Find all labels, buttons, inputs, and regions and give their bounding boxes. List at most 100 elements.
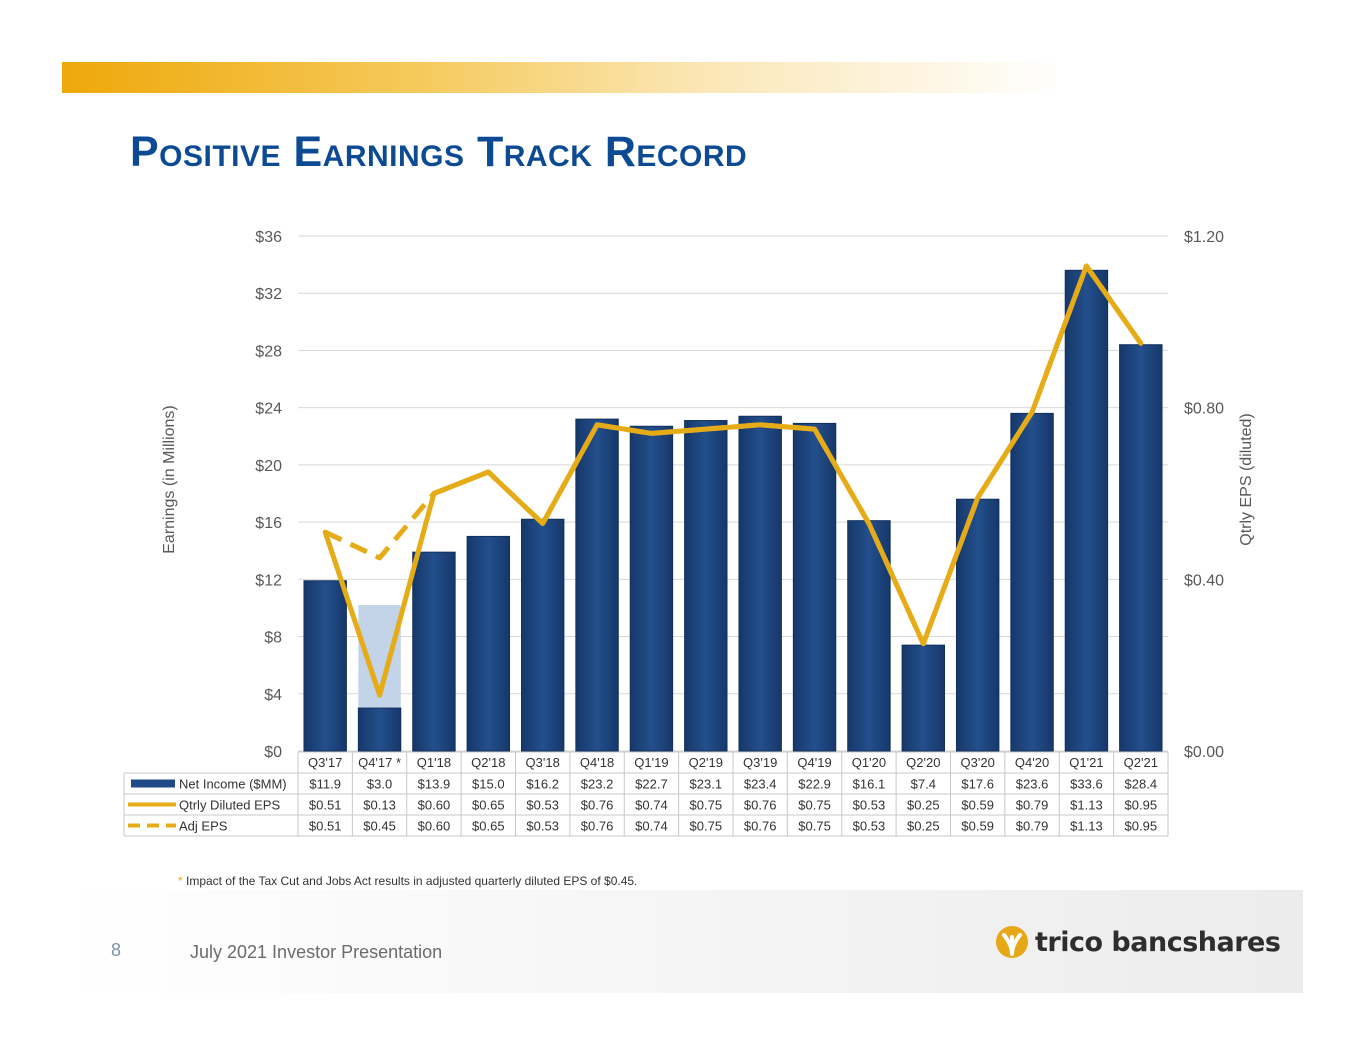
table-value: $0.75 [798, 819, 831, 834]
category-label: Q3'18 [526, 755, 560, 770]
table-value: $23.1 [690, 777, 723, 792]
left-axis-tick-label: $24 [255, 401, 282, 418]
series-name: Qtrly Diluted EPS [179, 798, 280, 813]
table-value: $0.75 [798, 798, 831, 813]
page-number: 8 [111, 940, 122, 960]
left-axis-tick-label: $4 [264, 687, 282, 704]
table-value: $0.95 [1125, 819, 1158, 834]
category-label: Q2'18 [471, 755, 505, 770]
right-axis-title: Qtrly EPS (diluted) [1238, 413, 1255, 545]
table-value: $13.9 [418, 777, 451, 792]
category-label: Q1'20 [852, 755, 886, 770]
series-name: Net Income ($MM) [179, 777, 287, 792]
company-logo: trico bancshares [995, 924, 1281, 960]
table-value: $0.76 [744, 819, 777, 834]
table-value: $22.7 [635, 777, 668, 792]
category-label: Q1'19 [634, 755, 668, 770]
table-value: $0.53 [526, 798, 559, 813]
table-value: $23.6 [1016, 777, 1049, 792]
logo-mark-icon [996, 926, 1028, 958]
table-value: $1.13 [1070, 819, 1103, 834]
series-name: Adj EPS [179, 819, 228, 834]
table-value: $0.45 [363, 819, 396, 834]
table-value: $15.0 [472, 777, 505, 792]
category-label: Q4'20 [1015, 755, 1049, 770]
category-label: Q2'20 [906, 755, 940, 770]
net-income-bar [357, 707, 402, 752]
table-value: $22.9 [798, 777, 831, 792]
table-value: $17.6 [961, 777, 994, 792]
table-value: $0.76 [744, 798, 777, 813]
right-axis-tick-label: $1.20 [1184, 229, 1224, 246]
right-axis-tick-label: $0.80 [1184, 401, 1224, 418]
table-value: $0.25 [907, 819, 940, 834]
category-label: Q4'18 [580, 755, 614, 770]
page-title: Positive Earnings Track Record [130, 128, 748, 176]
table-value: $0.53 [526, 819, 559, 834]
net-income-bar [901, 644, 946, 752]
net-income-bar [520, 518, 565, 752]
table-value: $0.65 [472, 819, 505, 834]
table-value: $0.75 [690, 819, 723, 834]
category-label: Q1'21 [1069, 755, 1103, 770]
right-axis-tick-label: $0.40 [1184, 572, 1224, 589]
table-value: $0.74 [635, 819, 668, 834]
table-value: $16.1 [853, 777, 886, 792]
net-income-bar [303, 580, 347, 752]
table-value: $0.60 [418, 819, 451, 834]
table-value: $0.79 [1016, 798, 1049, 813]
table-value: $0.74 [635, 798, 668, 813]
net-income-bar [629, 425, 674, 752]
table-value: $0.59 [961, 819, 994, 834]
table-value: $28.4 [1125, 777, 1158, 792]
table-value: $0.75 [690, 798, 723, 813]
net-income-bar [1010, 412, 1054, 752]
table-value: $0.53 [853, 819, 886, 834]
table-value: $0.79 [1016, 819, 1049, 834]
table-value: $16.2 [526, 777, 559, 792]
footer-band [62, 890, 1303, 993]
category-label: Q3'19 [743, 755, 777, 770]
table-value: $23.4 [744, 777, 777, 792]
diluted-eps-line [322, 263, 1144, 698]
footnote-text: Impact of the Tax Cut and Jobs Act resul… [182, 874, 638, 888]
net-income-bar [1064, 269, 1109, 752]
footer-text: July 2021 Investor Presentation [190, 942, 443, 962]
table-value: $3.0 [367, 777, 392, 792]
category-label: Q3'20 [961, 755, 995, 770]
table-value: $0.53 [853, 798, 886, 813]
footnote: * Impact of the Tax Cut and Jobs Act res… [178, 874, 637, 888]
table-value: $0.59 [961, 798, 994, 813]
table-value: $0.51 [309, 819, 342, 834]
logo-text: trico bancshares [1035, 926, 1281, 958]
net-income-bar [1119, 344, 1163, 752]
table-value: $0.13 [363, 798, 396, 813]
category-label: Q3'17 [308, 755, 342, 770]
table-value: $0.65 [472, 798, 505, 813]
left-axis-tick-label: $16 [255, 515, 282, 532]
left-axis-tick-label: $8 [264, 630, 282, 647]
net-income-bar [575, 418, 619, 752]
table-value: $0.51 [309, 798, 342, 813]
left-axis-tick-label: $36 [255, 229, 282, 246]
table-value: $0.95 [1125, 798, 1158, 813]
category-label: Q4'19 [797, 755, 831, 770]
table-value: $11.9 [309, 777, 341, 792]
category-label: Q2'21 [1124, 755, 1158, 770]
table-value: $0.76 [581, 798, 614, 813]
footnote-marker: * [178, 874, 183, 888]
net-income-bar [738, 415, 782, 752]
net-income-bar [792, 422, 837, 752]
category-label: Q4'17 * [358, 755, 401, 770]
left-axis-title: Earnings (in Millions) [161, 405, 178, 554]
left-axis-tick-label: $0 [264, 744, 282, 761]
left-axis-tick-label: $32 [255, 286, 282, 303]
net-income-bar [684, 420, 728, 752]
table-value: $33.6 [1070, 777, 1103, 792]
legend-key-net-income [131, 779, 175, 788]
left-axis-tick-label: $12 [255, 572, 282, 589]
table-value: $23.2 [581, 777, 614, 792]
right-axis-tick-label: $0.00 [1184, 744, 1224, 761]
net-income-bar [412, 551, 456, 752]
table-value: $1.13 [1070, 798, 1103, 813]
